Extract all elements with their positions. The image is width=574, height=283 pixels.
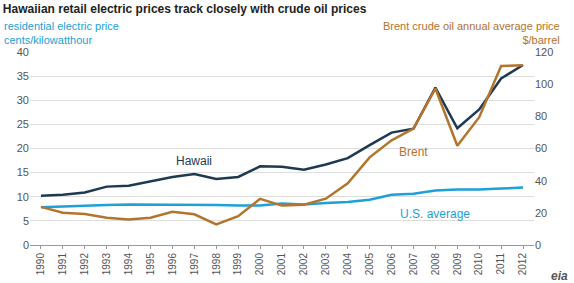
svg-text:2005: 2005 [364, 253, 375, 276]
svg-text:0: 0 [23, 239, 29, 251]
svg-text:2010: 2010 [473, 253, 484, 276]
svg-text:1995: 1995 [145, 253, 156, 276]
svg-text:1999: 1999 [232, 253, 243, 276]
svg-text:15: 15 [17, 166, 29, 178]
svg-text:40: 40 [535, 175, 547, 187]
svg-text:2003: 2003 [320, 253, 331, 276]
svg-text:20: 20 [17, 142, 29, 154]
svg-text:Brent: Brent [399, 145, 428, 159]
svg-text:2000: 2000 [254, 253, 265, 276]
svg-text:2002: 2002 [298, 253, 309, 276]
svg-text:80: 80 [535, 110, 547, 122]
svg-text:30: 30 [17, 94, 29, 106]
svg-text:residential electric pricecent: residential electric pricecents/kilowatt… [4, 20, 119, 46]
svg-text:2007: 2007 [408, 253, 419, 276]
svg-text:40: 40 [17, 46, 29, 58]
svg-text:1991: 1991 [57, 253, 68, 276]
svg-text:1994: 1994 [123, 253, 134, 276]
svg-text:120: 120 [535, 46, 553, 58]
svg-text:10: 10 [17, 191, 29, 203]
svg-text:2008: 2008 [430, 253, 441, 276]
svg-text:2009: 2009 [452, 253, 463, 276]
svg-text:2011: 2011 [495, 253, 506, 275]
svg-text:1992: 1992 [79, 253, 90, 276]
svg-text:1993: 1993 [101, 253, 112, 276]
svg-text:1990: 1990 [35, 253, 46, 276]
svg-text:0: 0 [535, 239, 541, 251]
svg-text:2004: 2004 [342, 253, 353, 276]
svg-text:35: 35 [17, 70, 29, 82]
svg-text:100: 100 [535, 78, 553, 90]
svg-text:Hawaiian retail electric price: Hawaiian retail electric prices track cl… [3, 2, 367, 16]
svg-text:1997: 1997 [189, 253, 200, 276]
svg-text:Hawaii: Hawaii [176, 154, 212, 168]
svg-text:eia: eia [551, 269, 568, 283]
svg-text:60: 60 [535, 142, 547, 154]
svg-text:U.S. average: U.S. average [400, 207, 470, 221]
svg-text:1996: 1996 [167, 253, 178, 276]
svg-text:2012: 2012 [517, 253, 528, 276]
svg-text:1998: 1998 [211, 253, 222, 276]
svg-text:20: 20 [535, 207, 547, 219]
svg-text:25: 25 [17, 118, 29, 130]
svg-text:Brent crude oil annual average: Brent crude oil annual average price$/ba… [383, 20, 560, 46]
svg-text:5: 5 [23, 215, 29, 227]
svg-text:2001: 2001 [276, 253, 287, 276]
svg-text:2006: 2006 [386, 253, 397, 276]
